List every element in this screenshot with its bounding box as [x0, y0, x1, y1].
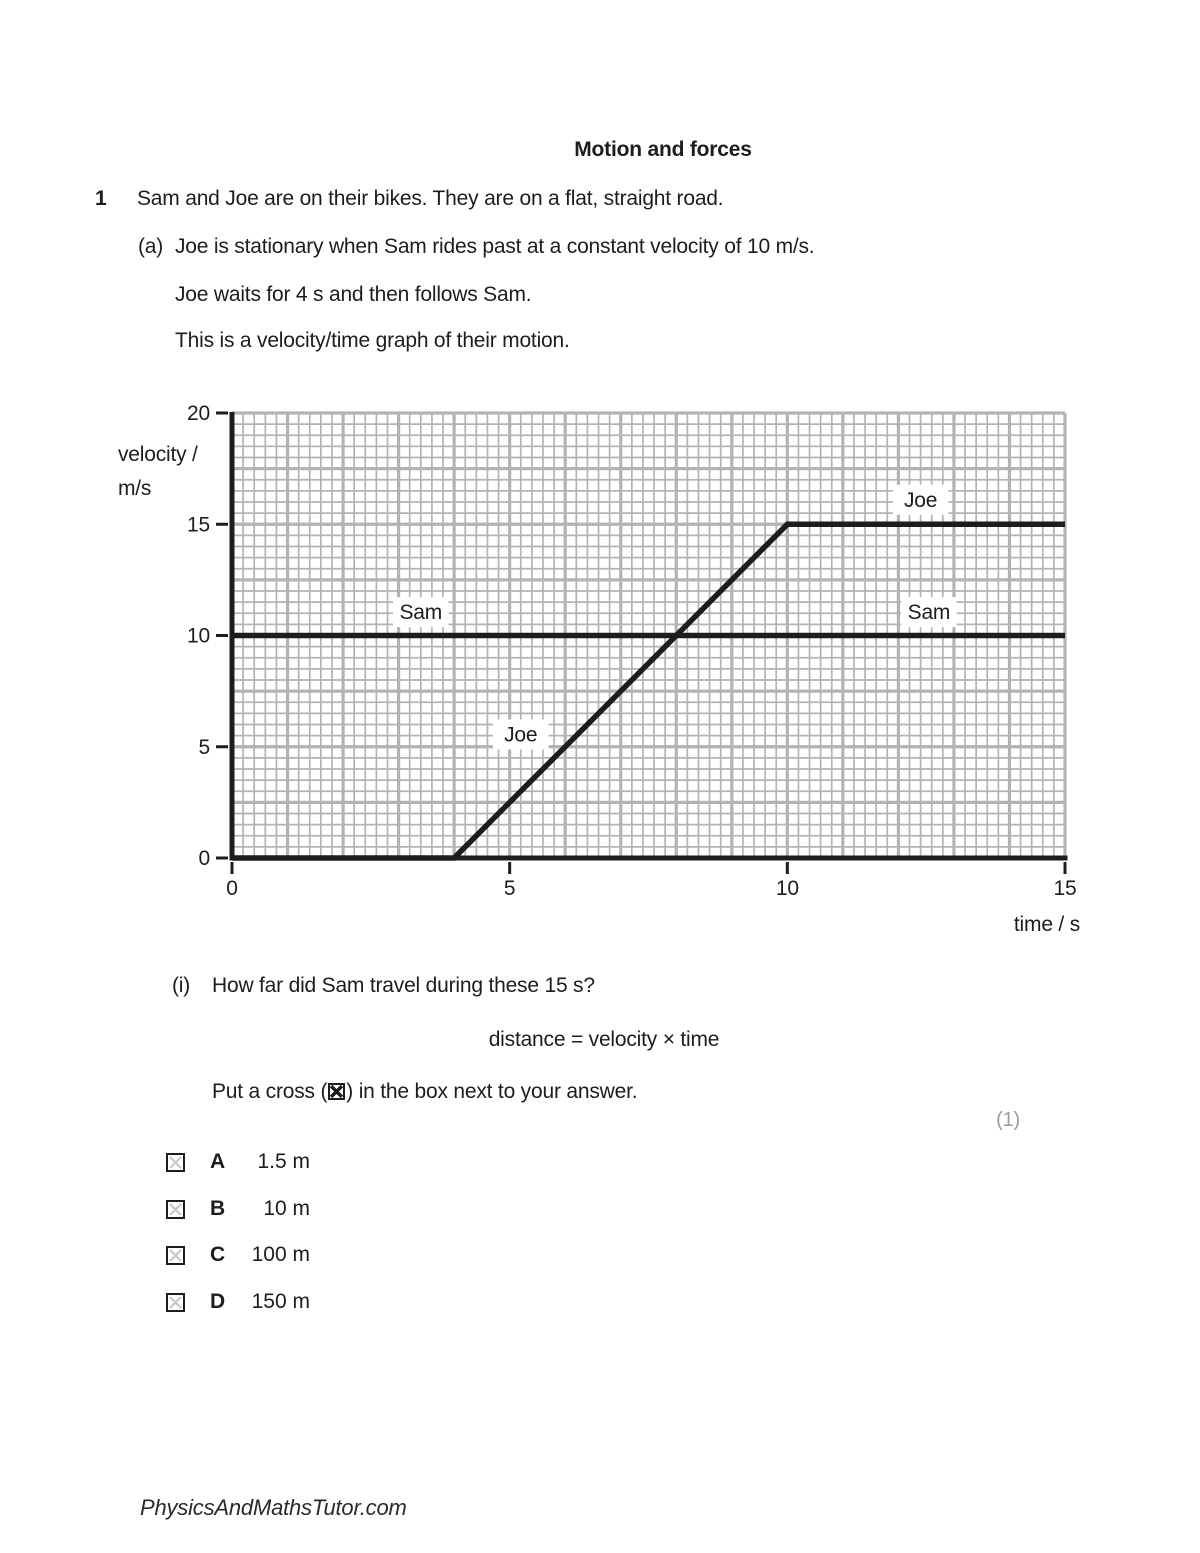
part-a-text: Joe is stationary when Sam rides past at… — [175, 235, 815, 258]
x-tick-label: 10 — [776, 877, 799, 900]
part-a-line3: This is a velocity/time graph of their m… — [175, 329, 570, 352]
part-i-text: How far did Sam travel during these 15 s… — [212, 974, 595, 997]
y-axis-label-line1: velocity / — [118, 443, 198, 466]
option-row-b: B 10 m — [166, 1197, 310, 1224]
cross-instruction-prefix: Put a cross ( — [212, 1080, 328, 1103]
option-b-value: 10 m — [263, 1197, 310, 1220]
option-row-a: A 1.5 m — [166, 1150, 310, 1177]
option-c-value: 100 m — [251, 1243, 310, 1266]
series-label-sam: Sam — [400, 601, 443, 624]
marks-badge: (1) — [996, 1109, 1020, 1131]
question-intro: Sam and Joe are on their bikes. They are… — [137, 187, 724, 210]
series-label-box — [901, 597, 957, 628]
x-tick-label: 0 — [226, 877, 237, 900]
y-tick-label: 20 — [187, 402, 210, 425]
footer-watermark: PhysicsAndMathsTutor.com — [140, 1495, 407, 1520]
cross-icon — [328, 1083, 346, 1100]
option-c-checkbox[interactable] — [166, 1246, 185, 1265]
y-tick-label: 15 — [187, 513, 210, 536]
y-tick-label: 0 — [199, 847, 210, 870]
option-a-letter: A — [210, 1150, 226, 1173]
series-line-joe — [232, 521, 1065, 861]
series-label-box — [892, 484, 949, 515]
option-row-d: D 150 m — [166, 1290, 310, 1317]
page-title: Motion and forces — [574, 138, 752, 161]
y-tick-label: 5 — [199, 736, 210, 759]
cross-instruction: Put a cross ( ) in the box next to your a… — [212, 1080, 638, 1104]
y-tick-label: 10 — [187, 625, 210, 648]
option-c-letter: C — [210, 1243, 226, 1266]
x-tick-label: 5 — [504, 877, 515, 900]
part-a-line2: Joe waits for 4 s and then follows Sam. — [175, 283, 532, 306]
option-b-letter: B — [210, 1197, 226, 1220]
option-a-checkbox[interactable] — [166, 1153, 185, 1172]
equation: distance = velocity × time — [488, 1028, 720, 1051]
option-row-c: C 100 m — [166, 1243, 310, 1270]
series-label-box — [393, 597, 449, 628]
option-d-letter: D — [210, 1290, 226, 1313]
part-a-label: (a) — [138, 235, 164, 258]
series-label-sam: Sam — [908, 601, 951, 624]
velocity-time-graph: 0 5 10 15 20 0 5 10 15 Sam Joe Joe Sam — [187, 402, 1077, 900]
cross-instruction-suffix: ) in the box next to your answer. — [346, 1080, 638, 1103]
y-axis-label-line2: m/s — [118, 477, 152, 500]
x-tick-label: 15 — [1054, 877, 1077, 900]
option-a-value: 1.5 m — [257, 1150, 310, 1173]
question-number: 1 — [95, 187, 107, 210]
x-axis-label: time / s — [1013, 913, 1080, 936]
part-i-label: (i) — [172, 974, 191, 997]
series-label-box — [493, 719, 549, 750]
series-label-joe: Joe — [504, 724, 537, 747]
series-label-joe: Joe — [904, 489, 937, 512]
option-d-value: 150 m — [251, 1290, 310, 1313]
option-d-checkbox[interactable] — [166, 1293, 185, 1312]
option-b-checkbox[interactable] — [166, 1200, 185, 1219]
